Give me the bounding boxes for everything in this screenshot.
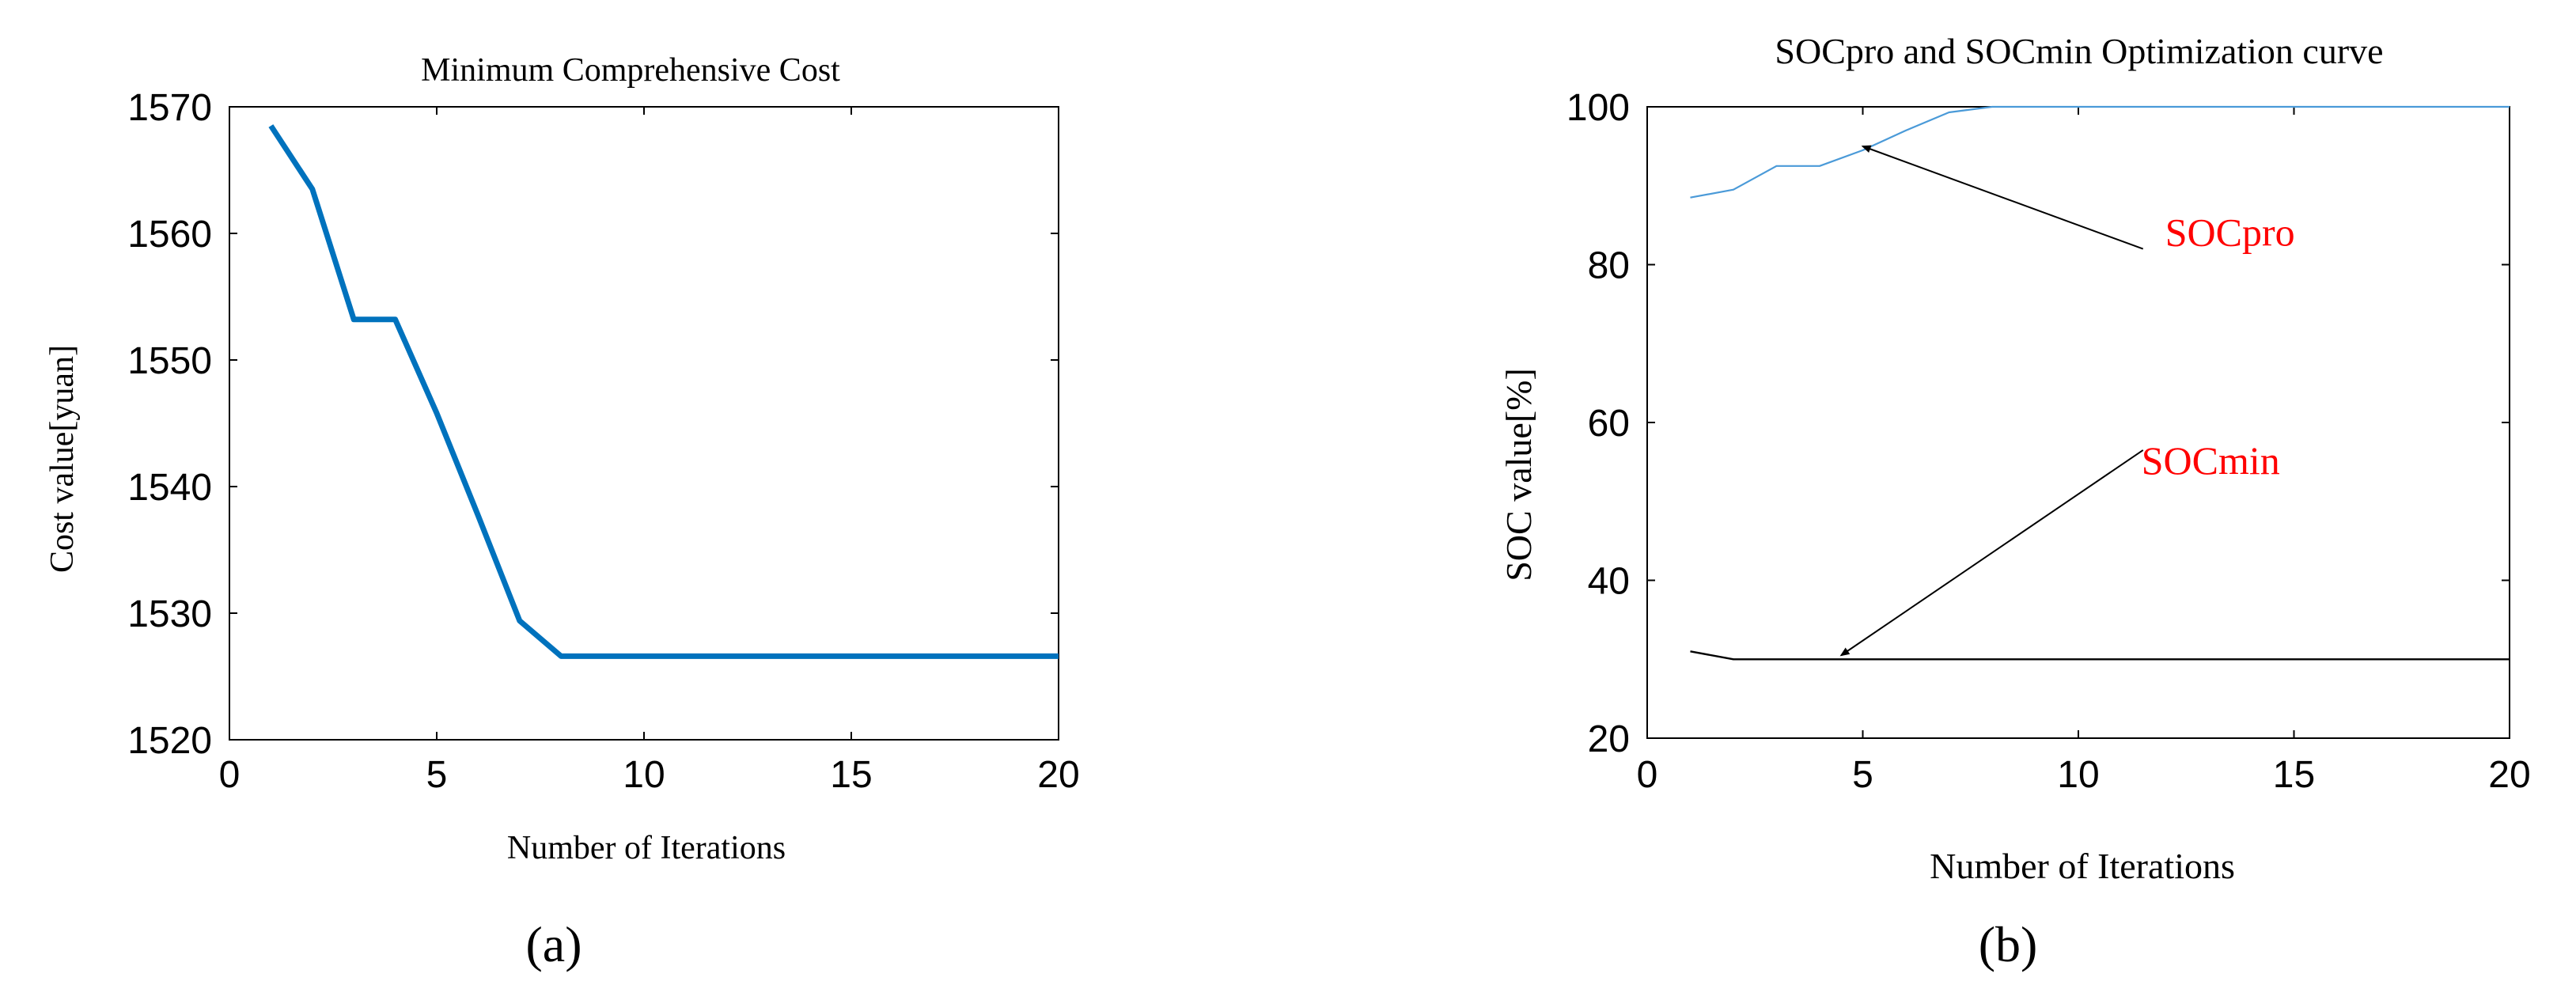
chart-b-axes-box [1646,106,2510,739]
chart-b-xticks: 0 5 10 15 20 [1637,107,2531,796]
chart-a: Minimum Comprehensive Cost Cost value[yu… [44,52,1080,972]
chart-a-xtick-label: 15 [830,754,872,796]
chart-a-ytick-label: 1540 [127,467,212,509]
chart-a-ytick-label: 1570 [127,87,212,129]
chart-a-xlabel: Number of Iterations [507,830,786,866]
chart-a-xtick-label: 10 [623,754,665,796]
chart-b-ytick-label: 20 [1588,718,1630,760]
chart-a-ytick-label: 1560 [127,214,212,256]
chart-b-ylabel: SOC value[%] [1498,368,1539,582]
chart-b-xtick-label: 15 [2273,754,2315,796]
chart-a-axes-box [229,106,1059,741]
panel-b-label: (b) [1979,916,2038,972]
chart-b-xtick-label: 5 [1852,754,1873,796]
chart-b-ytick-label: 80 [1588,245,1630,287]
chart-a-ylabel: Cost value[yuan] [44,345,81,573]
annotation-label-socpro: SOCpro [2165,210,2295,255]
annotation-label-socmin: SOCmin [2142,438,2280,483]
panel-a-label: (a) [525,916,581,972]
chart-b-xtick-label: 10 [2057,754,2099,796]
chart-a-series-line-comprehensive-cost [268,124,1059,659]
chart-b-ytick-label: 60 [1588,403,1630,445]
chart-b-series-line-socpro [1690,105,2510,199]
chart-b-yticks: 20 40 60 80 100 [1566,87,2510,760]
chart-a-ytick-label: 1520 [127,720,212,762]
chart-b-series [1690,105,2510,661]
annotation-arrow-socmin [1839,449,2144,657]
chart-b-ytick-label: 100 [1566,87,1630,129]
chart-b-xtick-label: 20 [2488,754,2530,796]
chart-a-ytick-label: 1550 [127,340,212,382]
annotation-arrow-socpro [1861,145,2144,250]
chart-b: SOCpro and SOCmin Optimization curve SOC… [1498,31,2531,972]
chart-b-series-line-socmin [1690,650,2510,661]
chart-a-xtick-label: 5 [426,754,448,796]
chart-b-ytick-label: 40 [1588,561,1630,603]
chart-a-xtick-label: 0 [219,754,241,796]
chart-a-xticks: 0 5 10 15 20 [219,107,1080,796]
chart-a-series [268,124,1059,659]
chart-a-xtick-label: 20 [1037,754,1079,796]
chart-b-xlabel: Number of Iterations [1930,846,2235,886]
chart-a-title: Minimum Comprehensive Cost [421,52,840,89]
chart-b-title: SOCpro and SOCmin Optimization curve [1775,31,2383,71]
chart-b-xtick-label: 0 [1637,754,1658,796]
chart-b-annotations: SOCpro SOCmin [1839,145,2295,657]
chart-a-yticks: 1520 1530 1540 1550 1560 1570 [127,87,1059,762]
chart-a-ytick-label: 1530 [127,593,212,635]
